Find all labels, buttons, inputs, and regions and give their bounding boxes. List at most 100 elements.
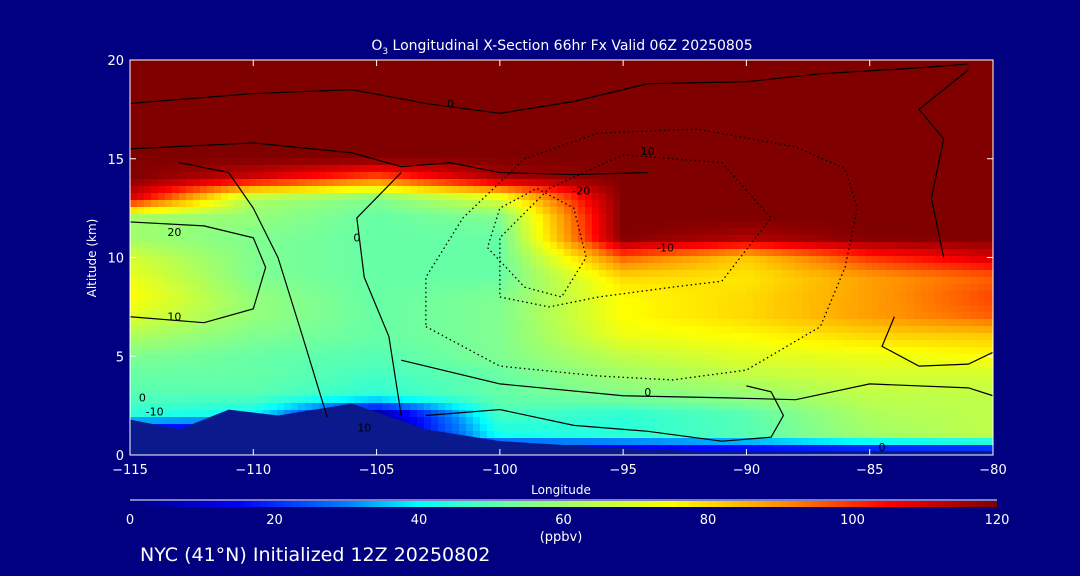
- heatmap-cell: [697, 354, 705, 362]
- heatmap-cell: [466, 368, 474, 376]
- heatmap-cell: [641, 319, 649, 327]
- heatmap-cell: [564, 277, 572, 285]
- heatmap-cell: [473, 361, 481, 369]
- heatmap-cell: [564, 284, 572, 292]
- heatmap-cell: [739, 95, 747, 103]
- heatmap-cell: [228, 396, 236, 404]
- heatmap-cell: [403, 88, 411, 96]
- heatmap-cell: [655, 67, 663, 75]
- heatmap-cell: [228, 235, 236, 243]
- heatmap-cell: [312, 102, 320, 110]
- heatmap-cell: [193, 284, 201, 292]
- heatmap-cell: [179, 326, 187, 334]
- heatmap-cell: [606, 81, 614, 89]
- heatmap-cell: [403, 326, 411, 334]
- heatmap-cell: [200, 235, 208, 243]
- heatmap-cell: [641, 200, 649, 208]
- heatmap-cell: [655, 221, 663, 229]
- heatmap-cell: [228, 403, 236, 411]
- heatmap-cell: [697, 389, 705, 397]
- heatmap-cell: [347, 396, 355, 404]
- heatmap-cell: [431, 326, 439, 334]
- heatmap-cell: [732, 403, 740, 411]
- heatmap-cell: [606, 270, 614, 278]
- heatmap-cell: [256, 256, 264, 264]
- heatmap-cell: [641, 193, 649, 201]
- heatmap-cell: [452, 263, 460, 271]
- heatmap-cell: [459, 431, 467, 439]
- heatmap-cell: [648, 102, 656, 110]
- heatmap-cell: [564, 249, 572, 257]
- heatmap-cell: [333, 340, 341, 348]
- heatmap-cell: [655, 417, 663, 425]
- heatmap-cell: [522, 347, 530, 355]
- heatmap-cell: [312, 382, 320, 390]
- heatmap-cell: [221, 193, 229, 201]
- heatmap-cell: [648, 144, 656, 152]
- heatmap-cell: [403, 193, 411, 201]
- heatmap-cell: [718, 417, 726, 425]
- heatmap-cell: [389, 242, 397, 250]
- heatmap-cell: [179, 235, 187, 243]
- heatmap-cell: [242, 382, 250, 390]
- heatmap-cell: [347, 347, 355, 355]
- heatmap-cell: [382, 319, 390, 327]
- heatmap-cell: [529, 151, 537, 159]
- heatmap-cell: [599, 431, 607, 439]
- heatmap-cell: [613, 291, 621, 299]
- heatmap-cell: [508, 235, 516, 243]
- heatmap-cell: [704, 438, 712, 446]
- heatmap-cell: [172, 305, 180, 313]
- heatmap-cell: [669, 235, 677, 243]
- heatmap-cell: [396, 312, 404, 320]
- heatmap-cell: [697, 158, 705, 166]
- heatmap-cell: [725, 326, 733, 334]
- heatmap-cell: [634, 144, 642, 152]
- heatmap-cell: [452, 417, 460, 425]
- heatmap-cell: [452, 382, 460, 390]
- heatmap-cell: [319, 200, 327, 208]
- heatmap-cell: [354, 389, 362, 397]
- heatmap-cell: [186, 410, 194, 418]
- heatmap-cell: [718, 424, 726, 432]
- heatmap-cell: [676, 130, 684, 138]
- heatmap-cell: [515, 249, 523, 257]
- heatmap-cell: [284, 368, 292, 376]
- heatmap-cell: [382, 165, 390, 173]
- heatmap-cell: [718, 67, 726, 75]
- heatmap-cell: [704, 256, 712, 264]
- heatmap-cell: [543, 74, 551, 82]
- heatmap-cell: [214, 277, 222, 285]
- heatmap-cell: [571, 151, 579, 159]
- heatmap-cell: [676, 375, 684, 383]
- heatmap-cell: [690, 312, 698, 320]
- heatmap-cell: [718, 193, 726, 201]
- heatmap-cell: [725, 186, 733, 194]
- heatmap-cell: [508, 333, 516, 341]
- heatmap-cell: [627, 95, 635, 103]
- heatmap-cell: [172, 242, 180, 250]
- heatmap-cell: [466, 200, 474, 208]
- heatmap-cell: [319, 158, 327, 166]
- heatmap-cell: [494, 158, 502, 166]
- heatmap-cell: [424, 389, 432, 397]
- heatmap-cell: [165, 410, 173, 418]
- heatmap-cell: [655, 361, 663, 369]
- heatmap-cell: [235, 81, 243, 89]
- heatmap-cell: [536, 165, 544, 173]
- heatmap-cell: [599, 123, 607, 131]
- heatmap-cell: [375, 207, 383, 215]
- heatmap-cell: [333, 270, 341, 278]
- heatmap-cell: [494, 179, 502, 187]
- heatmap-cell: [676, 221, 684, 229]
- heatmap-cell: [655, 410, 663, 418]
- heatmap-cell: [200, 340, 208, 348]
- heatmap-cell: [291, 312, 299, 320]
- heatmap-cell: [585, 214, 593, 222]
- heatmap-cell: [718, 298, 726, 306]
- heatmap-cell: [144, 116, 152, 124]
- heatmap-cell: [641, 263, 649, 271]
- heatmap-cell: [522, 74, 530, 82]
- heatmap-cell: [529, 403, 537, 411]
- heatmap-cell: [669, 88, 677, 96]
